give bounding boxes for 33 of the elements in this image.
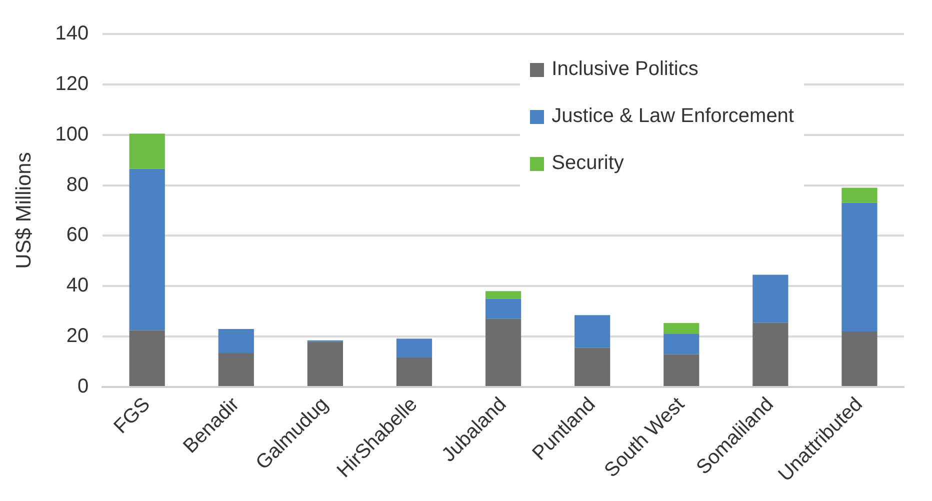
y-tick-label: 0 xyxy=(77,376,89,398)
y-tick-label: 140 xyxy=(55,22,89,45)
y-tick-label: 120 xyxy=(55,72,89,95)
y-tick-label: 60 xyxy=(66,224,89,246)
bar xyxy=(218,352,254,386)
y-tick-label: 100 xyxy=(55,123,89,146)
bar xyxy=(574,315,610,348)
legend-label: Justice & Law Enforcement xyxy=(552,105,794,128)
bar xyxy=(485,298,522,319)
bar xyxy=(842,332,878,386)
bar xyxy=(664,322,700,334)
bar xyxy=(307,342,343,386)
y-tick-label: 20 xyxy=(66,325,89,348)
bar xyxy=(752,274,788,323)
bar xyxy=(129,134,165,169)
y-tick-label: 40 xyxy=(66,274,89,297)
bar xyxy=(218,328,254,353)
bar xyxy=(842,188,878,203)
bar xyxy=(664,354,700,386)
bar xyxy=(842,202,878,332)
bar xyxy=(485,291,522,299)
bar xyxy=(396,357,432,386)
bar xyxy=(574,348,610,386)
bar xyxy=(664,334,700,354)
bar xyxy=(129,168,165,330)
bar xyxy=(396,338,432,358)
y-axis-title: US$ Millions xyxy=(12,152,36,269)
bar xyxy=(129,330,165,386)
y-tick-label: 80 xyxy=(66,174,89,196)
bar xyxy=(485,318,522,386)
legend-label: Security xyxy=(552,152,624,175)
bar xyxy=(752,322,788,386)
legend-label: Inclusive Politics xyxy=(552,58,698,81)
